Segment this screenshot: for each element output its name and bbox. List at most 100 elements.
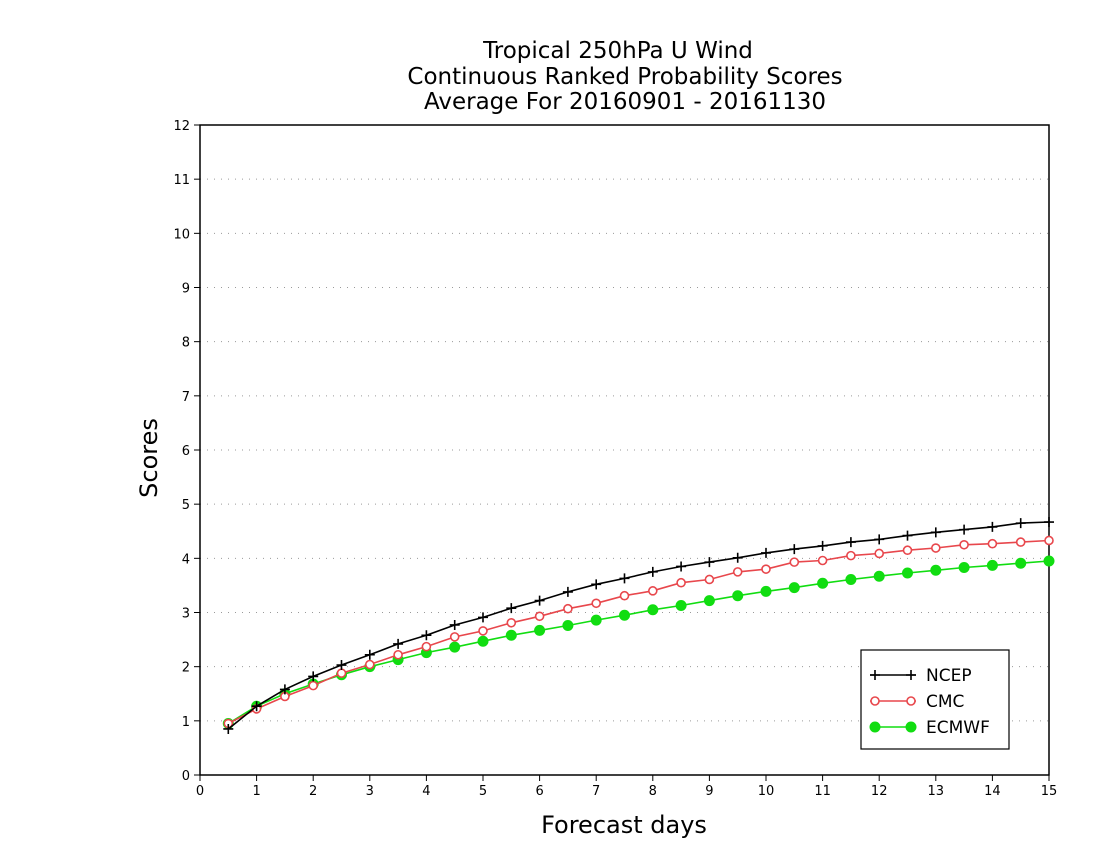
ncep-point: [308, 671, 319, 682]
title-line-3: Average For 20160901 - 20161130: [424, 89, 826, 115]
cmc-point: [336, 668, 347, 678]
ecmwf-point: [619, 609, 630, 621]
ecmwf-point: [675, 599, 687, 611]
y-tick-label: 11: [173, 173, 190, 188]
cmc-point: [619, 590, 630, 601]
cmc-point: [789, 557, 800, 567]
legend-marker-cmc: [870, 696, 880, 706]
legend-marker-cmc: [906, 696, 916, 706]
x-tick-label: 1: [252, 784, 260, 799]
ncep-point: [279, 684, 290, 695]
x-tick-label: 13: [928, 784, 945, 799]
y-tick-label: 2: [182, 661, 190, 676]
ncep-point: [845, 537, 856, 548]
legend: NCEP CMC ECMWF: [860, 649, 1010, 750]
legend-marker-ecmwf: [869, 721, 881, 733]
cmc-point: [506, 617, 517, 628]
ncep-point: [506, 603, 517, 614]
ncep-point: [676, 561, 687, 572]
x-tick-label: 3: [366, 784, 374, 799]
ecmwf-point: [817, 577, 829, 589]
cmc-point: [959, 539, 969, 550]
cmc-point: [1044, 535, 1054, 546]
cmc-point: [534, 611, 545, 622]
ncep-point: [534, 595, 545, 606]
cmc-point: [421, 641, 432, 652]
ncep-point: [930, 527, 941, 538]
y-tick-label: 9: [182, 282, 190, 297]
cmc-point: [930, 543, 941, 553]
ncep-point: [789, 544, 800, 555]
legend-marker-ncep: [906, 670, 916, 680]
ecmwf-point: [760, 585, 772, 597]
cmc-point: [902, 545, 913, 556]
series-cmc: [223, 535, 1054, 729]
x-tick-label: 2: [309, 784, 317, 799]
ecmwf-point: [930, 564, 942, 576]
ecmwf-point: [732, 590, 744, 602]
ncep-point: [1015, 518, 1026, 529]
cmc-point: [761, 564, 771, 574]
title-line-2: Continuous Ranked Probability Scores: [407, 64, 842, 90]
cmc-point: [563, 603, 573, 614]
cmc-point: [647, 586, 658, 596]
x-tick-label: 5: [479, 784, 487, 799]
x-tick-label: 4: [422, 784, 430, 799]
ncep-point: [421, 630, 432, 641]
ncep-point: [647, 566, 658, 577]
ncep-point: [364, 649, 375, 660]
y-tick-label: 6: [182, 444, 190, 459]
ecmwf-point: [873, 570, 885, 582]
y-tick-label: 3: [182, 607, 190, 622]
cmc-point: [364, 659, 375, 670]
y-tick-label: 0: [182, 769, 190, 784]
title-line-1: Tropical 250hPa U Wind: [482, 38, 753, 64]
cmc-point: [591, 598, 602, 609]
cmc-point: [987, 538, 998, 549]
ncep-point: [874, 534, 885, 545]
y-tick-label: 5: [182, 498, 190, 513]
cmc-point: [478, 626, 488, 636]
series-ecmwf: [222, 555, 1055, 730]
cmc-point: [874, 548, 885, 559]
ncep-point: [732, 552, 743, 563]
x-axis: 0 1 2 3 4 5 6 7 8 9 10 11 12 13 14 15: [196, 775, 1057, 799]
ecmwf-point: [902, 567, 913, 579]
series-ncep: [223, 517, 1054, 734]
x-tick-label: 6: [535, 784, 543, 799]
legend-label-ncep: NCEP: [926, 666, 972, 686]
cmc-point: [817, 555, 828, 566]
x-tick-label: 11: [814, 784, 831, 799]
y-tick-label: 12: [173, 119, 190, 134]
ncep-point: [562, 586, 573, 597]
cmc-point: [732, 567, 743, 577]
ecmwf-point: [958, 562, 970, 574]
cmc-point: [704, 574, 715, 585]
x-tick-label: 14: [984, 784, 1001, 799]
ncep-point: [704, 557, 715, 568]
x-tick-label: 8: [649, 784, 657, 799]
ncep-point: [223, 723, 234, 734]
ncep-point: [336, 660, 347, 671]
y-axis-label: Scores: [135, 418, 163, 498]
ecmwf-point: [845, 573, 857, 585]
ncep-point: [902, 530, 913, 541]
x-tick-label: 7: [592, 784, 600, 799]
legend-label-cmc: CMC: [926, 692, 964, 712]
ncep-point: [987, 521, 998, 532]
cmc-point: [676, 577, 686, 588]
ecmwf-point: [477, 635, 489, 647]
cmc-point: [846, 550, 856, 561]
ecmwf-point: [505, 629, 517, 641]
grid: [200, 178, 1049, 722]
y-tick-label: 4: [182, 552, 190, 567]
ecmwf-point: [1043, 555, 1055, 567]
y-tick-label: 10: [173, 227, 190, 242]
cmc-point: [1015, 537, 1026, 547]
ncep-point: [251, 701, 262, 712]
ecmwf-point: [788, 582, 800, 594]
ecmwf-point: [562, 620, 574, 631]
ecmwf-point: [986, 559, 998, 571]
x-tick-label: 10: [758, 784, 775, 799]
